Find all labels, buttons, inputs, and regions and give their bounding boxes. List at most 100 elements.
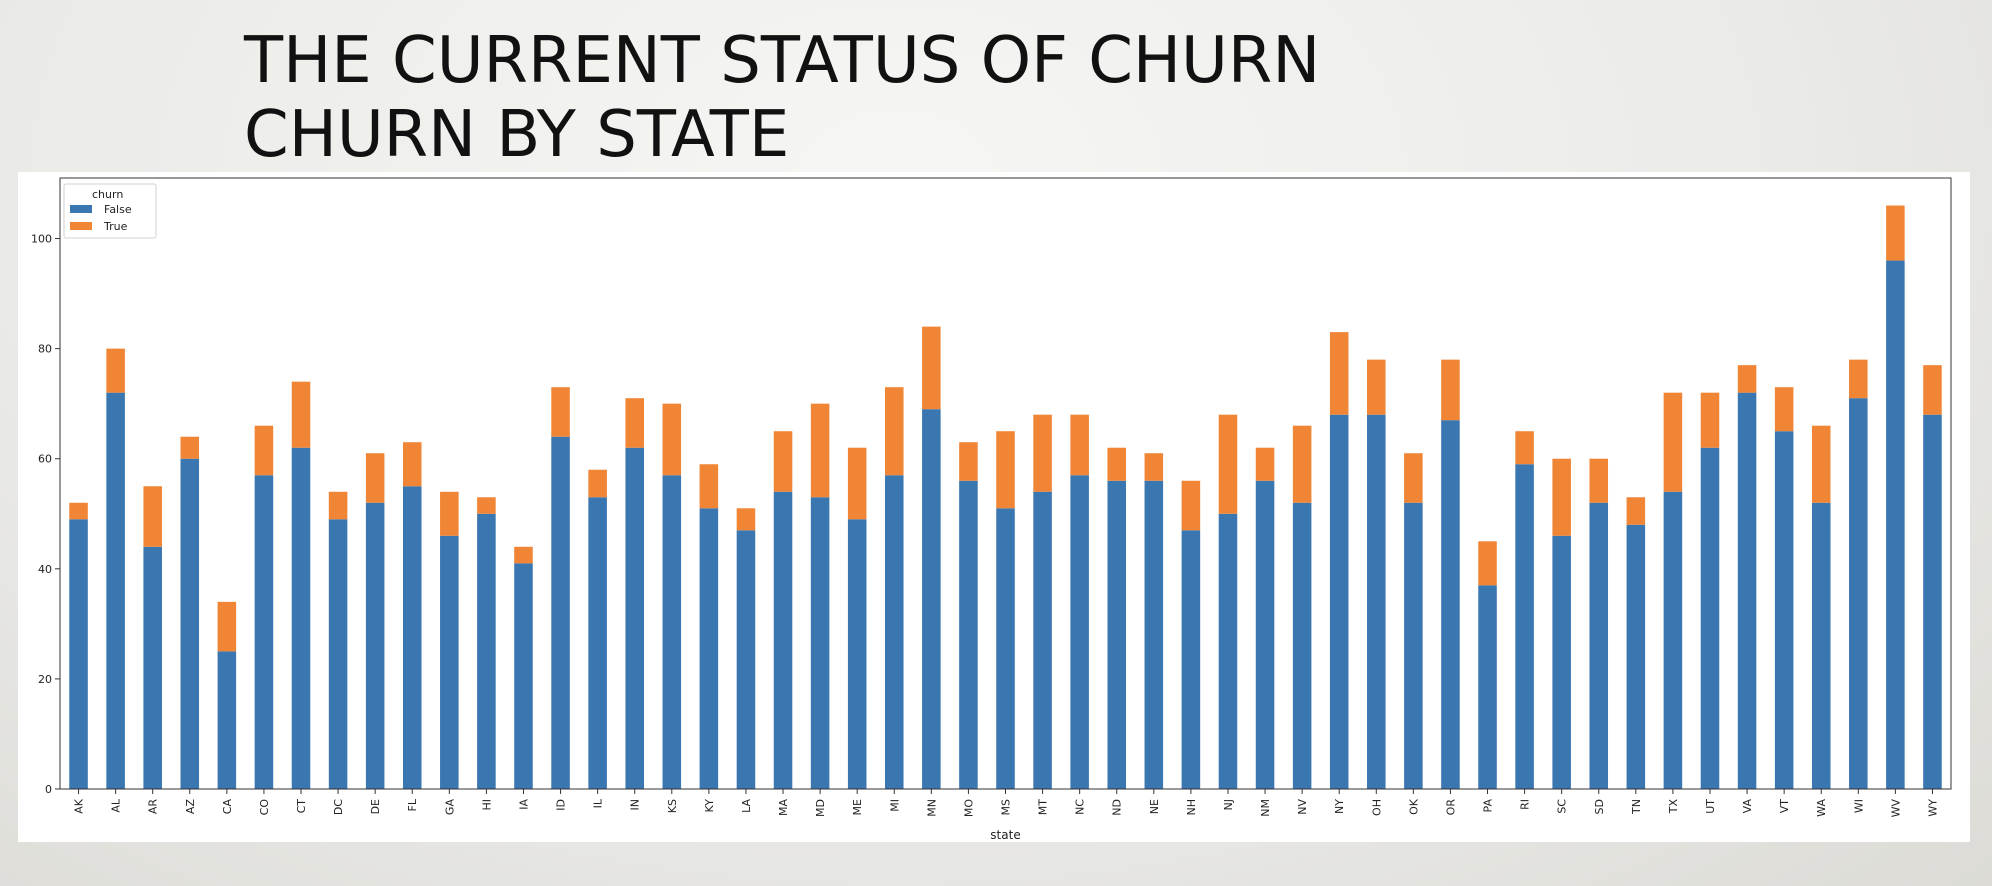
bar-true-me: [847, 447, 867, 520]
bar-true-md: [810, 403, 830, 498]
bar-true-sc: [1552, 458, 1571, 536]
bar-true-ak: [69, 502, 88, 520]
bar-true-nd: [1107, 447, 1127, 481]
bar-false-al: [106, 392, 125, 789]
x-tick-label: NE: [1148, 799, 1161, 814]
bar-true-wy: [1923, 365, 1942, 415]
x-tick-label: MI: [888, 799, 901, 812]
x-tick-label: SC: [1556, 799, 1569, 814]
x-tick-label: OH: [1370, 799, 1383, 816]
x-tick-label: LA: [740, 799, 753, 813]
x-tick-label: VT: [1778, 799, 1791, 814]
bar-true-mo: [959, 442, 978, 481]
bar-true-ut: [1700, 392, 1720, 448]
x-tick-label: MN: [925, 799, 938, 817]
legend-label-false: False: [104, 203, 132, 216]
x-tick-label: ID: [555, 799, 568, 811]
bar-true-ks: [662, 403, 682, 476]
bar-true-ga: [440, 491, 459, 536]
bar-false-az: [180, 458, 200, 789]
x-tick-label: KY: [703, 799, 716, 813]
bar-false-ct: [291, 447, 311, 789]
bar-true-nj: [1218, 414, 1238, 514]
x-tick-label: ND: [1111, 799, 1124, 816]
bar-false-sd: [1589, 502, 1609, 789]
bar-false-ga: [440, 535, 459, 789]
x-tick-label: DC: [332, 799, 345, 815]
legend-label-true: True: [103, 220, 128, 233]
chart-legend: churn False True: [63, 183, 157, 239]
x-tick-label: IN: [629, 799, 642, 810]
legend-title: churn: [92, 188, 123, 201]
bar-false-ma: [773, 491, 793, 789]
bar-true-ar: [143, 486, 162, 547]
bar-false-nj: [1218, 513, 1238, 789]
bar-false-nh: [1181, 530, 1201, 789]
bar-false-oh: [1367, 414, 1386, 789]
bar-true-ny: [1329, 332, 1349, 415]
bar-false-mo: [959, 480, 978, 789]
bar-true-mn: [922, 326, 941, 410]
x-tick-label: GA: [443, 799, 456, 816]
bar-true-fl: [402, 442, 422, 487]
bar-false-wa: [1811, 502, 1831, 789]
bar-true-wv: [1886, 205, 1905, 261]
x-tick-label: IA: [517, 799, 530, 810]
bar-false-hi: [477, 513, 496, 789]
bar-true-pa: [1478, 541, 1497, 586]
bar-false-dc: [328, 519, 348, 789]
bar-false-me: [847, 519, 867, 789]
x-tick-label: MA: [777, 799, 790, 816]
bar-true-ca: [217, 601, 237, 652]
bar-false-mi: [884, 475, 904, 789]
bar-false-ak: [69, 519, 88, 789]
bar-true-ia: [514, 546, 533, 564]
x-tick-label: AK: [73, 798, 86, 814]
bar-true-wa: [1811, 425, 1831, 503]
x-tick-label: DE: [369, 799, 382, 814]
bar-false-nv: [1292, 502, 1312, 789]
bar-true-nh: [1181, 480, 1201, 531]
y-tick-label: 80: [38, 343, 52, 356]
bar-false-tn: [1626, 524, 1646, 789]
x-tick-label: NY: [1333, 799, 1346, 814]
bar-true-az: [180, 436, 200, 459]
x-tick-label: AR: [147, 799, 160, 815]
bar-false-ri: [1515, 464, 1534, 789]
bar-true-in: [625, 398, 644, 448]
x-tick-label: RI: [1519, 799, 1532, 810]
bar-true-tn: [1626, 497, 1646, 525]
bar-false-nd: [1107, 480, 1127, 789]
slide-title: THE CURRENT STATUS OF CHURN CHURN BY STA…: [244, 24, 1744, 172]
bar-true-al: [106, 348, 125, 393]
bar-false-ny: [1329, 414, 1349, 789]
x-tick-label: VA: [1741, 799, 1754, 814]
x-tick-label: WY: [1926, 799, 1939, 817]
bar-true-ky: [699, 464, 719, 509]
bar-true-dc: [328, 491, 348, 520]
x-tick-label: TN: [1630, 799, 1643, 815]
bar-true-or: [1441, 359, 1460, 421]
bar-true-ne: [1144, 453, 1164, 481]
bar-false-ks: [662, 475, 682, 789]
bar-false-mt: [1033, 491, 1052, 789]
x-tick-label: UT: [1704, 799, 1717, 814]
bar-false-ca: [217, 651, 237, 789]
chart-panel: 0 20 40 60 80 100 AK AL AR AZ CA CO CT DC DE FL GA HI IA ID…: [18, 172, 1970, 842]
x-axis-title: state: [990, 828, 1020, 842]
x-tick-label: MT: [1037, 799, 1050, 815]
x-tick-label: AL: [110, 798, 123, 813]
bar-false-il: [588, 497, 607, 789]
bar-false-tx: [1663, 491, 1683, 789]
bar-false-id: [551, 436, 570, 789]
bar-false-nc: [1070, 475, 1089, 789]
x-tick-label: KS: [666, 799, 679, 813]
bar-true-mi: [884, 387, 904, 476]
bar-false-de: [365, 502, 385, 789]
bar-false-ms: [996, 508, 1015, 789]
bar-false-ar: [143, 546, 162, 789]
y-tick-label: 60: [38, 453, 52, 466]
bar-false-ut: [1700, 447, 1720, 789]
bar-false-co: [254, 475, 274, 789]
x-tick-label: ME: [851, 799, 864, 815]
